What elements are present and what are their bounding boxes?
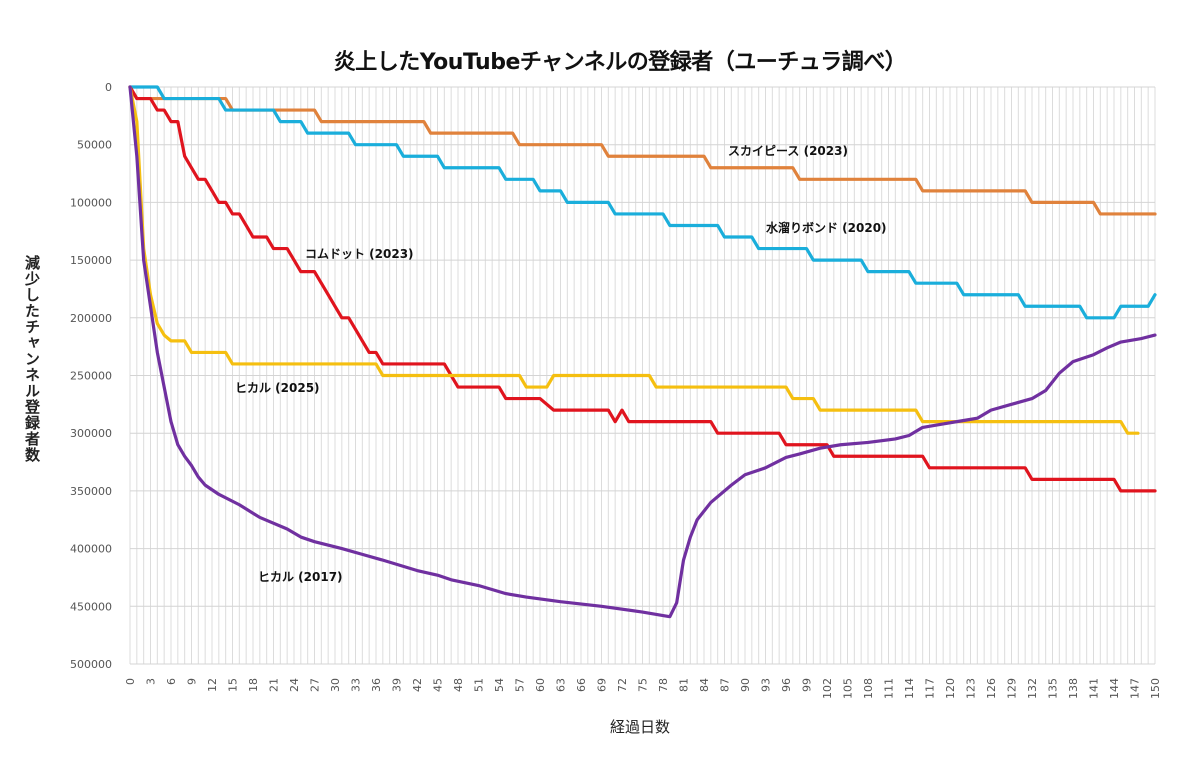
x-tick-label: 15 [227,678,240,692]
y-tick-label: 300000 [70,427,112,440]
series-label: 水溜りボンド (2020) [766,220,887,235]
series-line [128,85,1157,320]
y-tick-label: 450000 [70,600,112,613]
x-tick-label: 60 [534,678,547,692]
x-tick-label: 42 [411,678,424,692]
x-tick-label: 9 [186,678,199,685]
series-line [128,85,1140,435]
x-tick-label: 102 [821,678,834,699]
x-tick-label: 78 [657,678,670,692]
series-label: コムドット (2023) [305,247,414,261]
x-tick-label: 117 [924,678,937,699]
series-label: ヒカル (2025) [235,381,320,395]
x-tick-label: 30 [329,678,342,692]
x-tick-label: 66 [575,678,588,692]
x-tick-label: 81 [678,678,691,692]
x-tick-label: 126 [985,678,998,699]
x-tick-label: 87 [719,678,732,692]
x-axis-label: 経過日数 [609,718,670,736]
x-tick-label: 69 [596,678,609,692]
x-tick-label: 39 [391,678,404,692]
chart-title: 炎上したYouTubeチャンネルの登録者（ユーチュラ調べ） [333,50,907,75]
x-tick-label: 0 [124,678,137,685]
x-tick-label: 99 [801,678,814,692]
y-tick-label: 350000 [70,485,112,498]
series-label: スカイピース (2023) [728,144,848,158]
y-tick-label: 200000 [70,312,112,325]
x-tick-label: 57 [514,678,527,692]
y-axis-label: 減少したチャンネル登録者数 [23,255,41,463]
y-tick-label: 150000 [70,254,112,267]
y-tick-label: 50000 [77,139,112,152]
x-tick-label: 24 [288,678,301,692]
x-tick-label: 75 [637,678,650,692]
x-tick-label: 138 [1067,678,1080,699]
x-tick-label: 90 [739,678,752,692]
x-tick-label: 135 [1047,678,1060,699]
x-tick-label: 21 [268,678,281,692]
x-tick-label: 84 [698,678,711,692]
y-tick-label: 100000 [70,196,112,209]
x-tick-label: 120 [944,678,957,699]
y-tick-label: 0 [105,81,112,94]
x-tick-label: 150 [1149,678,1162,699]
x-tick-label: 18 [247,678,260,692]
x-tick-label: 96 [780,678,793,692]
x-tick-label: 147 [1129,678,1142,699]
x-tick-label: 114 [903,678,916,699]
x-tick-label: 12 [206,678,219,692]
y-tick-label: 500000 [70,658,112,671]
x-tick-label: 27 [309,678,322,692]
x-tick-label: 3 [145,678,158,685]
series-label: ヒカル (2017) [258,570,343,584]
x-tick-label: 129 [1006,678,1019,699]
x-tick-label: 93 [760,678,773,692]
x-tick-label: 105 [842,678,855,699]
x-tick-label: 6 [165,678,178,685]
x-tick-label: 48 [452,678,465,692]
x-tick-label: 111 [883,678,896,699]
series-line [128,85,1157,493]
x-tick-label: 54 [493,678,506,692]
x-tick-label: 132 [1026,678,1039,699]
series-line [128,85,1157,216]
y-tick-label: 250000 [70,370,112,383]
y-tick-label: 400000 [70,543,112,556]
series-line [128,85,1157,619]
x-tick-label: 72 [616,678,629,692]
x-tick-label: 108 [862,678,875,699]
x-tick-label: 144 [1108,678,1121,699]
x-tick-label: 141 [1088,678,1101,699]
x-tick-label: 36 [370,678,383,692]
x-tick-label: 63 [555,678,568,692]
x-tick-label: 123 [965,678,978,699]
x-tick-label: 33 [350,678,363,692]
x-tick-label: 45 [432,678,445,692]
x-tick-label: 51 [473,678,486,692]
